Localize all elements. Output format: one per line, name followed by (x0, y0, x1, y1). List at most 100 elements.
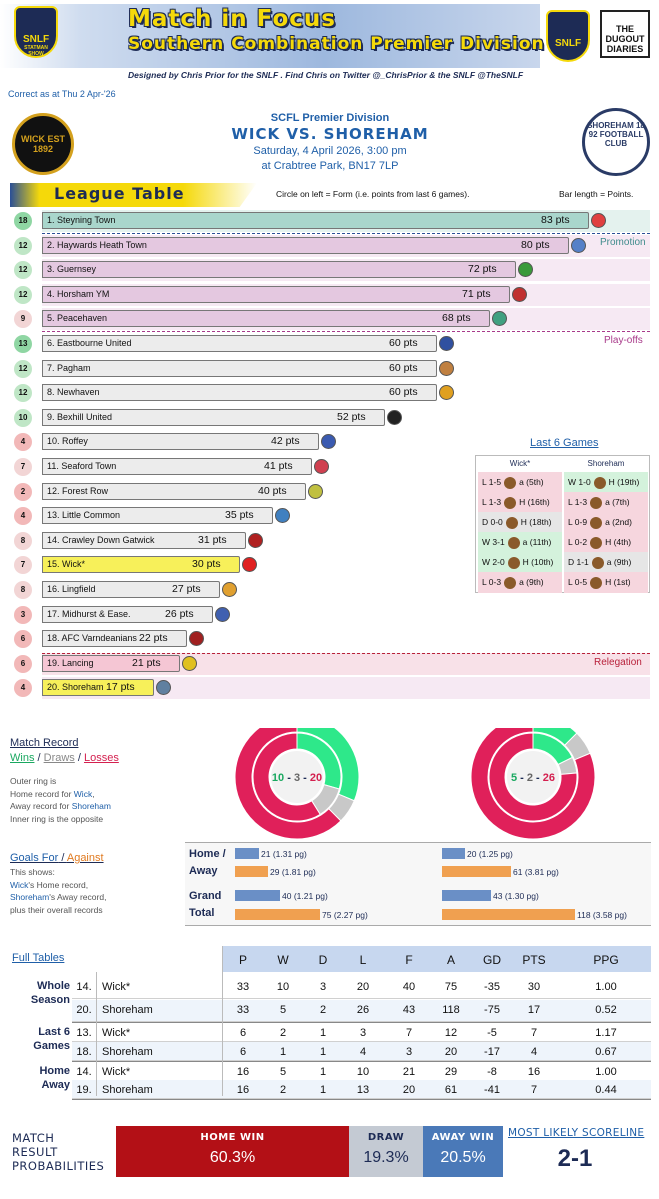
snlf-logo-right: SNLF (546, 10, 590, 62)
opponent-badge-icon (591, 556, 604, 569)
points-bar: 3. Guernsey (42, 261, 516, 279)
total-away-for-bar (442, 890, 491, 901)
dugout-diaries-logo: THE DUGOUT DIARIES (600, 10, 650, 58)
home-goals-against-bar (235, 866, 268, 877)
points-bar: 5. Peacehaven (42, 310, 490, 328)
last6-game: L 0-2 H (4th) (564, 532, 648, 553)
team-name: Wick* (102, 981, 131, 993)
stat-cell: 4 (530, 1046, 538, 1058)
team-name: Shoreham (102, 1046, 153, 1058)
last6-venue: H (10th) (522, 557, 554, 567)
match-date: Saturday, 4 April 2026, 3:00 pm (253, 145, 407, 157)
team-points: 27 pts (172, 583, 201, 595)
team-badge-icon (215, 606, 230, 622)
stat-cell: 16 (527, 1066, 541, 1078)
last6-result: L 1-3 (568, 497, 588, 507)
form-circle: 4 (14, 507, 32, 526)
opponent-badge-icon (504, 576, 517, 589)
last6-venue: H (18th) (520, 517, 552, 527)
home-outer-loss-slice (234, 728, 342, 840)
promotion-label: Promotion (600, 237, 646, 248)
column-header: W (277, 953, 289, 967)
last6-away-header: Shoreham (587, 459, 625, 468)
team-name: 2. Haywards Heath Town (47, 239, 147, 250)
group-label-line: Last 6 (38, 1026, 70, 1038)
opponent-badge-icon (593, 476, 606, 489)
stat-cell: 75 (444, 981, 458, 993)
form-circle: 8 (14, 581, 32, 599)
team-points: 17 pts (106, 681, 135, 694)
points-bar: 9. Bexhill United (42, 408, 385, 426)
last6-title: Last 6 Games (530, 437, 599, 449)
team-name: 3. Guernsey (47, 264, 97, 275)
team-badge-icon (439, 336, 454, 351)
group-divider (72, 1061, 651, 1062)
team-name: 9. Bexhill United (47, 411, 113, 422)
column-header: A (446, 953, 455, 967)
stat-cell: 0.52 (595, 1004, 617, 1016)
table-row (72, 1042, 651, 1061)
rank: 14. (76, 981, 92, 993)
last6-result: D 0-0 (482, 517, 503, 527)
form-circle: 2 (14, 482, 32, 501)
last6-venue: a (9th) (606, 557, 632, 567)
snlf-logo: SNLF STATMAN SHOW (14, 6, 58, 58)
group-divider (72, 1022, 651, 1023)
group-divider (72, 1099, 651, 1100)
team-name: 17. Midhurst & Ease. (47, 608, 131, 619)
form-circle: 4 (14, 679, 32, 698)
stat-cell: 0.67 (595, 1046, 617, 1058)
form-circle: 12 (14, 359, 32, 378)
points-bar: 7. Pagham (42, 359, 437, 377)
column-divider (222, 946, 223, 1096)
rank: 14. (76, 1066, 92, 1078)
stat-cell: 2 (279, 1084, 287, 1096)
stat-cell: 1 (319, 1046, 327, 1058)
stat-cell: 20 (402, 1084, 416, 1096)
opponent-badge-icon (507, 536, 520, 549)
group-label-line: Season (30, 994, 70, 1006)
grand-total-label: Grand Total (189, 890, 222, 919)
stat-cell: 1.00 (595, 981, 617, 993)
team-points: 21 pts (132, 656, 161, 669)
stat-cell: -75 (484, 1004, 500, 1016)
stat-cell: 20 (356, 981, 370, 993)
team-points: 60 pts (389, 337, 418, 349)
shoreham-crest-watermark (507, 751, 559, 803)
last6-game: D 1-1 a (9th) (564, 552, 648, 573)
opponent-badge-icon (507, 556, 520, 569)
points-bar: 12. Forest Row (42, 482, 306, 500)
home-win-prob: HOME WIN 60.3% (116, 1126, 349, 1177)
last6-game: L 0-3 a (9th) (478, 572, 562, 593)
team-points: 35 pts (225, 509, 254, 522)
team-badge-icon (492, 311, 507, 327)
last6-result: W 3-1 (482, 537, 505, 547)
probabilities-title: MATCH RESULT PROBABILITIES (12, 1131, 105, 1173)
points-bar: 6. Eastbourne United (42, 335, 437, 352)
stat-cell: 118 (442, 1004, 460, 1016)
team-badge-icon (222, 582, 237, 597)
form-circle: 18 (14, 212, 32, 230)
legend-losses: Losses (83, 752, 119, 764)
team-points: 26 pts (165, 607, 194, 620)
group-label-line: Games (33, 1040, 70, 1052)
away-inner-loss-slice (488, 732, 578, 822)
form-note: Circle on left = Form (i.e. points from … (276, 189, 470, 199)
points-bar: 19. Lancing (42, 654, 180, 672)
group-label: Home Away (10, 1064, 70, 1092)
team-name: 6. Eastbourne United (47, 338, 132, 348)
stat-cell: 16 (236, 1066, 250, 1078)
last6-result: W 2-0 (482, 557, 505, 567)
points-bar: 10. Roffey (42, 433, 319, 451)
opponent-badge-icon (590, 516, 603, 529)
last6-panel: Wick* Shoreham L 1-5 a (5th) L 1-3 H (16th)… (475, 455, 650, 593)
last6-result: W 1-0 (568, 477, 591, 487)
team-badge-icon (182, 655, 197, 671)
most-likely-scoreline-title: MOST LIKELY SCORELINE (508, 1127, 645, 1139)
stat-cell: 5 (279, 1066, 287, 1078)
last6-venue: a (11th) (522, 537, 552, 547)
form-circle: 13 (14, 335, 32, 353)
home-away-label: Home / Away (189, 848, 226, 877)
team-points: 52 pts (337, 410, 366, 423)
team-points: 72 pts (468, 263, 497, 276)
